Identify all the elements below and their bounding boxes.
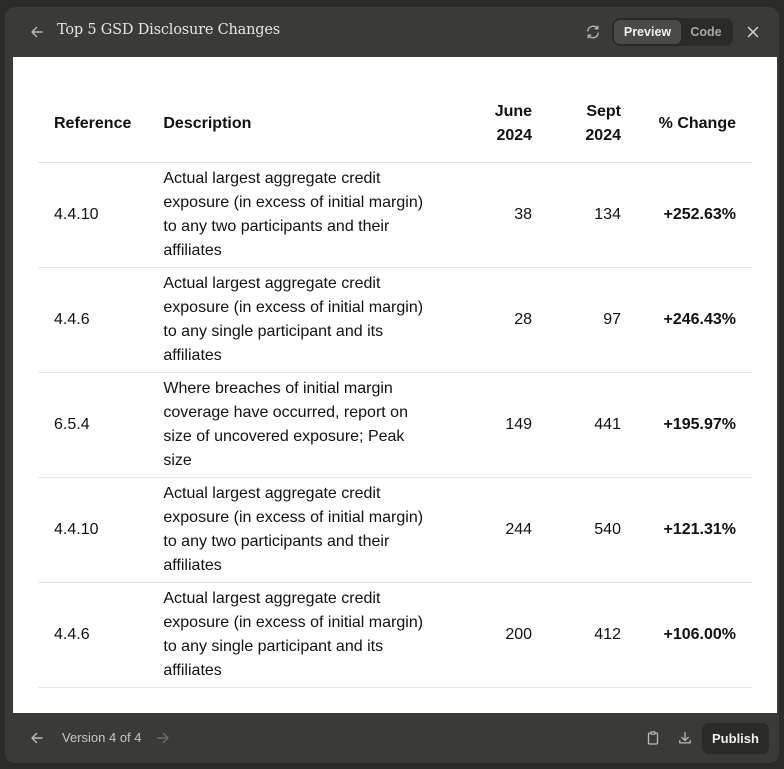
cell-june: 149 <box>450 372 549 478</box>
tab-code[interactable]: Code <box>690 25 722 39</box>
cell-june: 28 <box>450 267 549 373</box>
cell-sept: 441 <box>548 372 637 478</box>
table-row: 4.4.6 Actual largest aggregate credit ex… <box>38 582 752 688</box>
cell-sept: 540 <box>548 477 637 583</box>
arrow-left-icon <box>31 732 43 744</box>
close-button[interactable] <box>739 18 767 46</box>
arrow-left-icon <box>31 26 43 38</box>
download-button[interactable] <box>671 724 699 752</box>
view-toggle: Preview Code <box>612 18 733 46</box>
refresh-button[interactable] <box>579 18 607 46</box>
cell-june: 200 <box>450 582 549 688</box>
cell-reference: 4.4.10 <box>38 162 148 268</box>
cell-description: Actual largest aggregate credit exposure… <box>147 582 451 688</box>
cell-description: Where breaches of initial margin coverag… <box>147 372 451 478</box>
artifact-window: Top 5 GSD Disclosure Changes Preview Cod… <box>5 7 779 763</box>
copy-button[interactable] <box>639 724 667 752</box>
cell-reference: 4.4.10 <box>38 477 148 583</box>
version-indicator: Version 4 of 4 <box>62 730 142 745</box>
artifact-header: Top 5 GSD Disclosure Changes Preview Cod… <box>5 7 779 57</box>
cell-change: +252.63% <box>636 162 752 268</box>
column-header-sept-2024: Sept 2024 <box>548 87 637 163</box>
tab-preview[interactable]: Preview <box>614 20 681 44</box>
publish-button[interactable]: Publish <box>702 723 769 754</box>
column-header-june-2024: June 2024 <box>450 87 549 163</box>
cell-reference: 4.4.6 <box>38 582 148 688</box>
table-row: 4.4.10 Actual largest aggregate credit e… <box>38 162 752 268</box>
table-row: 6.5.4 Where breaches of initial margin c… <box>38 372 752 478</box>
preview-content: Reference Description June 2024 Sept 202… <box>13 57 777 713</box>
refresh-icon <box>587 25 599 39</box>
next-version-button[interactable] <box>149 724 177 752</box>
cell-reference: 6.5.4 <box>38 372 148 478</box>
cell-description: Actual largest aggregate credit exposure… <box>147 267 451 373</box>
table-row: 4.4.6 Actual largest aggregate credit ex… <box>38 267 752 373</box>
download-icon <box>679 731 691 744</box>
cell-change: +246.43% <box>636 267 752 373</box>
column-header-description: Description <box>147 87 451 163</box>
cell-june: 38 <box>450 162 549 268</box>
back-button[interactable] <box>23 18 51 46</box>
cell-sept: 412 <box>548 582 637 688</box>
cell-june: 244 <box>450 477 549 583</box>
cell-description: Actual largest aggregate credit exposure… <box>147 477 451 583</box>
table-header-row: Reference Description June 2024 Sept 202… <box>38 87 752 163</box>
disclosure-table: Reference Description June 2024 Sept 202… <box>38 87 752 688</box>
close-icon <box>747 26 759 38</box>
cell-sept: 134 <box>548 162 637 268</box>
clipboard-icon <box>647 731 659 745</box>
artifact-footer: Version 4 of 4 Publish <box>5 713 779 763</box>
table-row: 4.4.10 Actual largest aggregate credit e… <box>38 477 752 583</box>
previous-version-button[interactable] <box>23 724 51 752</box>
column-header-reference: Reference <box>38 87 148 163</box>
cell-reference: 4.4.6 <box>38 267 148 373</box>
artifact-title: Top 5 GSD Disclosure Changes <box>57 22 280 38</box>
cell-description: Actual largest aggregate credit exposure… <box>147 162 451 268</box>
column-header-percent-change: % Change <box>636 87 752 163</box>
cell-change: +121.31% <box>636 477 752 583</box>
cell-change: +195.97% <box>636 372 752 478</box>
cell-change: +106.00% <box>636 582 752 688</box>
arrow-right-icon <box>157 732 169 744</box>
cell-sept: 97 <box>548 267 637 373</box>
